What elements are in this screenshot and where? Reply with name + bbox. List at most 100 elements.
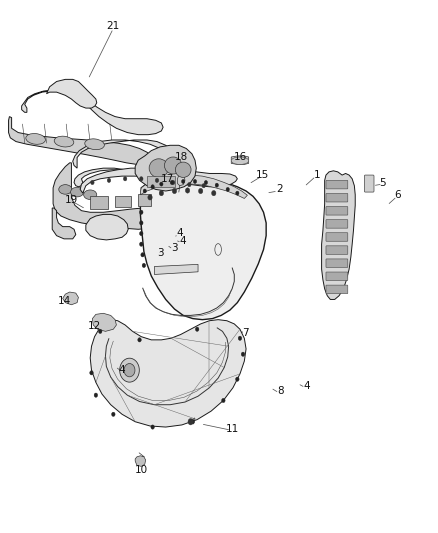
- Circle shape: [202, 183, 205, 188]
- Bar: [90, 196, 108, 209]
- Polygon shape: [9, 117, 152, 165]
- Text: 11: 11: [226, 424, 239, 434]
- Circle shape: [187, 182, 191, 187]
- Text: 2: 2: [276, 184, 283, 195]
- Polygon shape: [92, 313, 117, 332]
- Text: 3: 3: [171, 243, 178, 253]
- Circle shape: [198, 188, 203, 193]
- Circle shape: [170, 181, 173, 184]
- Polygon shape: [135, 146, 196, 191]
- Text: 7: 7: [242, 328, 248, 338]
- Circle shape: [143, 189, 146, 193]
- Circle shape: [140, 176, 143, 181]
- Ellipse shape: [120, 358, 139, 382]
- FancyBboxPatch shape: [326, 246, 348, 254]
- Circle shape: [226, 188, 230, 191]
- Text: 16: 16: [233, 152, 247, 162]
- Circle shape: [193, 180, 197, 183]
- Polygon shape: [63, 292, 78, 305]
- Ellipse shape: [164, 157, 182, 174]
- Circle shape: [155, 178, 159, 182]
- Ellipse shape: [71, 187, 84, 197]
- Polygon shape: [231, 156, 249, 165]
- Text: 4: 4: [180, 236, 187, 246]
- Circle shape: [172, 188, 177, 193]
- Ellipse shape: [54, 136, 74, 147]
- Polygon shape: [46, 79, 97, 108]
- Text: 15: 15: [256, 169, 269, 180]
- Circle shape: [107, 178, 111, 182]
- Ellipse shape: [84, 190, 97, 199]
- FancyBboxPatch shape: [326, 285, 348, 294]
- Circle shape: [141, 253, 145, 257]
- Circle shape: [222, 398, 225, 402]
- Circle shape: [138, 338, 141, 342]
- Ellipse shape: [149, 159, 168, 177]
- Ellipse shape: [124, 364, 135, 377]
- FancyBboxPatch shape: [364, 175, 374, 192]
- Circle shape: [185, 188, 190, 193]
- Polygon shape: [321, 171, 355, 300]
- Text: 5: 5: [379, 177, 386, 188]
- Circle shape: [140, 242, 143, 246]
- Circle shape: [112, 412, 115, 416]
- Polygon shape: [141, 175, 247, 198]
- Bar: [147, 176, 175, 187]
- Polygon shape: [177, 173, 185, 185]
- Circle shape: [159, 190, 163, 196]
- Polygon shape: [90, 320, 246, 427]
- FancyBboxPatch shape: [326, 193, 348, 202]
- Circle shape: [94, 393, 98, 397]
- Circle shape: [236, 191, 239, 195]
- Ellipse shape: [85, 139, 104, 150]
- Polygon shape: [80, 168, 237, 193]
- Circle shape: [204, 181, 208, 184]
- Circle shape: [140, 221, 143, 225]
- Circle shape: [212, 190, 216, 196]
- Bar: [115, 196, 131, 207]
- Ellipse shape: [175, 162, 191, 177]
- FancyBboxPatch shape: [326, 259, 348, 268]
- Ellipse shape: [231, 157, 249, 165]
- Text: 4: 4: [119, 365, 125, 375]
- FancyBboxPatch shape: [326, 180, 348, 189]
- Circle shape: [188, 418, 193, 425]
- Text: 10: 10: [135, 465, 148, 474]
- Text: 6: 6: [395, 190, 401, 200]
- Text: 19: 19: [65, 195, 78, 205]
- Text: 4: 4: [177, 228, 183, 238]
- Circle shape: [195, 327, 199, 332]
- Circle shape: [124, 176, 127, 181]
- Polygon shape: [21, 90, 163, 135]
- Polygon shape: [53, 163, 159, 229]
- FancyBboxPatch shape: [326, 233, 348, 241]
- Text: 14: 14: [57, 296, 71, 306]
- Circle shape: [241, 352, 245, 357]
- Circle shape: [215, 183, 219, 187]
- Text: 3: 3: [157, 248, 163, 258]
- Circle shape: [142, 263, 146, 268]
- Text: 21: 21: [107, 21, 120, 31]
- Text: 17: 17: [161, 174, 174, 184]
- Circle shape: [90, 370, 93, 375]
- Polygon shape: [73, 140, 182, 187]
- Text: 18: 18: [175, 152, 188, 162]
- Circle shape: [236, 377, 239, 381]
- Circle shape: [191, 419, 194, 424]
- Bar: [138, 194, 151, 206]
- Polygon shape: [141, 175, 266, 320]
- Text: 8: 8: [277, 386, 283, 397]
- Circle shape: [148, 195, 152, 200]
- Circle shape: [160, 182, 163, 186]
- Text: 1: 1: [314, 169, 321, 180]
- Polygon shape: [154, 264, 198, 274]
- Circle shape: [238, 336, 242, 341]
- Ellipse shape: [26, 133, 46, 144]
- FancyBboxPatch shape: [326, 220, 348, 228]
- Circle shape: [151, 425, 154, 429]
- Polygon shape: [135, 456, 146, 466]
- Circle shape: [91, 180, 94, 184]
- FancyBboxPatch shape: [326, 207, 348, 215]
- Text: 12: 12: [88, 321, 101, 331]
- Ellipse shape: [59, 184, 72, 194]
